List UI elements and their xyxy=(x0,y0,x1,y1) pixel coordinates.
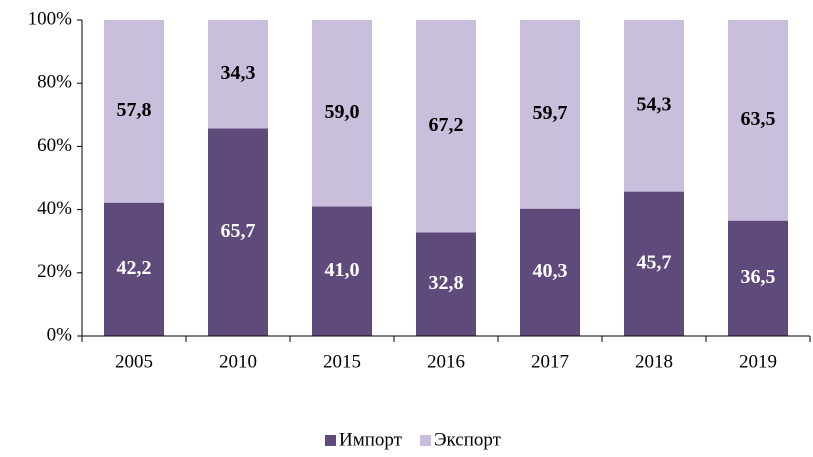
y-tick-label: 0% xyxy=(47,324,73,345)
value-label: 41,0 xyxy=(325,259,360,281)
y-tick-label: 100% xyxy=(28,8,73,29)
bar-segment xyxy=(208,128,268,336)
x-tick-label: 2017 xyxy=(531,351,569,372)
bar-segment xyxy=(728,20,788,221)
legend-swatch xyxy=(325,435,336,446)
bar-segment xyxy=(624,20,684,192)
value-label: 42,2 xyxy=(117,257,152,279)
bar-segment xyxy=(312,20,372,207)
bar-segment xyxy=(416,20,476,233)
x-tick-label: 2019 xyxy=(739,351,777,372)
legend-swatch xyxy=(419,435,431,446)
bar-segment xyxy=(520,208,580,336)
y-tick-label: 80% xyxy=(37,72,72,93)
value-label: 54,3 xyxy=(637,93,672,115)
value-label: 40,3 xyxy=(533,260,568,282)
bar-segment xyxy=(208,20,268,129)
bar-segment xyxy=(728,220,788,336)
value-label: 57,8 xyxy=(117,99,152,121)
y-tick-label: 40% xyxy=(37,198,72,219)
bar-segment xyxy=(416,232,476,336)
value-label: 67,2 xyxy=(429,114,464,136)
x-tick-label: 2010 xyxy=(219,351,257,372)
x-tick-label: 2015 xyxy=(323,351,361,372)
value-label: 34,3 xyxy=(221,62,256,84)
x-tick-label: 2016 xyxy=(427,351,465,372)
value-label: 45,7 xyxy=(637,251,672,273)
bar-segment xyxy=(624,191,684,336)
bar-segment xyxy=(312,206,372,336)
value-label: 59,0 xyxy=(325,101,360,123)
value-label: 63,5 xyxy=(741,108,776,130)
legend-label: Экспорт xyxy=(434,429,502,450)
y-tick-label: 60% xyxy=(37,135,72,156)
value-label: 65,7 xyxy=(221,220,256,242)
bar-segment xyxy=(104,20,164,203)
x-tick-label: 2005 xyxy=(115,351,153,372)
legend-label: Импорт xyxy=(339,429,403,450)
value-label: 32,8 xyxy=(429,272,464,294)
bar-segment xyxy=(104,202,164,336)
value-label: 36,5 xyxy=(741,266,776,288)
value-label: 59,7 xyxy=(533,102,568,124)
y-tick-label: 20% xyxy=(37,261,72,282)
x-tick-label: 2018 xyxy=(635,351,673,372)
bar-segment xyxy=(520,20,580,209)
